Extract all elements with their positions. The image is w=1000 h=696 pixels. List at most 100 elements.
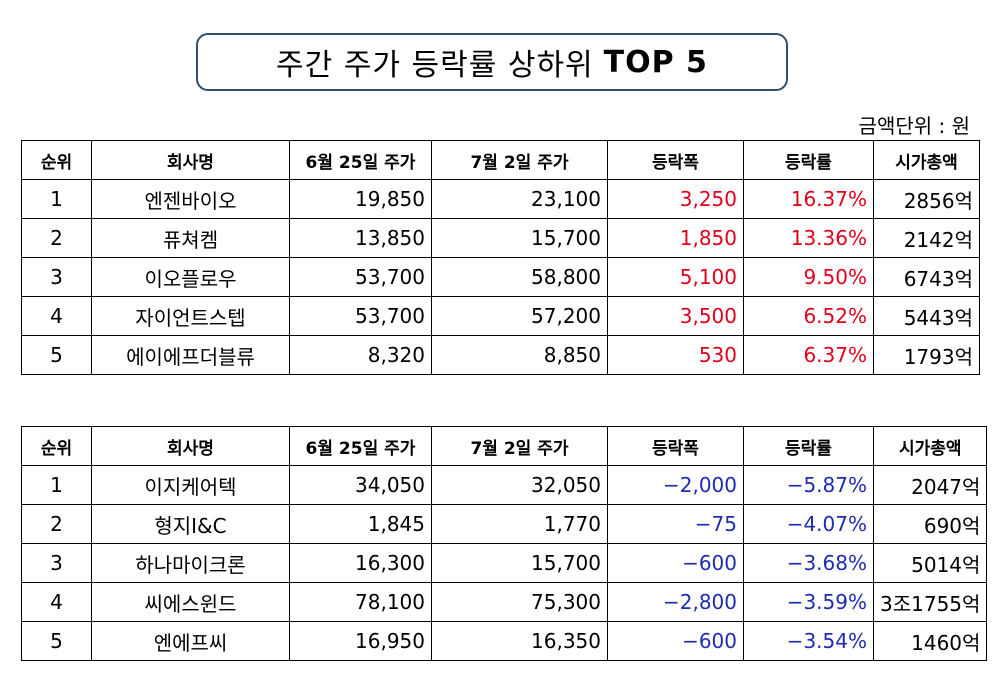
unit-label: 금액단위 : 원 [858, 114, 970, 138]
table-header-row: 순위 회사명 6월 25일 주가 7월 2일 주가 등락폭 등락률 시가총액 [21, 140, 980, 180]
change-cell: 5,100 [607, 257, 744, 297]
rate-cell: 9.50% [743, 257, 874, 297]
rate-cell: −3.59% [743, 582, 874, 622]
rate-cell: 16.37% [743, 179, 874, 219]
jul2-price-cell: 57,200 [431, 296, 608, 336]
jul2-price-cell: 1,770 [431, 504, 608, 544]
company-cell: 엔젠바이오 [91, 179, 290, 219]
rate-cell: 13.36% [743, 218, 874, 258]
header-company: 회사명 [91, 140, 290, 180]
jun25-price-cell: 19,850 [289, 179, 432, 219]
table-row: 5 에이에프더블류 8,320 8,850 530 6.37% 1793억 [21, 335, 980, 375]
jul2-price-cell: 23,100 [431, 179, 608, 219]
company-cell: 엔에프씨 [91, 621, 290, 661]
market-cap-cell: 6743억 [873, 257, 980, 297]
jun25-price-cell: 53,700 [289, 257, 432, 297]
rank-cell: 3 [21, 257, 92, 297]
change-cell: −2,000 [607, 465, 744, 505]
header-jun25-price: 6월 25일 주가 [289, 140, 432, 180]
change-cell: 1,850 [607, 218, 744, 258]
table-row: 1 이지케어텍 34,050 32,050 −2,000 −5.87% 2047억 [21, 465, 988, 505]
title-bold: TOP 5 [603, 44, 708, 80]
jul2-price-cell: 58,800 [431, 257, 608, 297]
table-row: 1 엔젠바이오 19,850 23,100 3,250 16.37% 2856억 [21, 179, 980, 219]
market-cap-cell: 2047억 [872, 465, 988, 505]
jul2-price-cell: 15,700 [431, 543, 608, 583]
header-rank: 순위 [21, 426, 92, 466]
company-cell: 씨에스윈드 [91, 582, 290, 622]
header-jul2-price: 7월 2일 주가 [431, 426, 608, 466]
header-jun25-price: 6월 25일 주가 [289, 426, 432, 466]
change-cell: 530 [607, 335, 744, 375]
jun25-price-cell: 16,950 [289, 621, 432, 661]
company-cell: 이지케어텍 [91, 465, 290, 505]
table-row: 4 씨에스윈드 78,100 75,300 −2,800 −3.59% 3조1755억 [21, 582, 988, 622]
rank-cell: 1 [21, 179, 92, 219]
rate-cell: 6.52% [743, 296, 874, 336]
market-cap-cell: 1793억 [873, 335, 980, 375]
company-cell: 에이에프더블류 [91, 335, 290, 375]
jun25-price-cell: 16,300 [289, 543, 432, 583]
change-cell: −75 [607, 504, 744, 544]
change-cell: 3,250 [607, 179, 744, 219]
header-rate: 등락률 [743, 140, 874, 180]
rank-cell: 4 [21, 582, 92, 622]
company-cell: 이오플로우 [91, 257, 290, 297]
header-jul2-price: 7월 2일 주가 [431, 140, 608, 180]
table-row: 5 엔에프씨 16,950 16,350 −600 −3.54% 1460억 [21, 621, 988, 661]
company-cell: 퓨쳐켐 [91, 218, 290, 258]
header-market-cap: 시가총액 [873, 140, 980, 180]
jul2-price-cell: 16,350 [431, 621, 608, 661]
change-cell: −600 [607, 621, 744, 661]
gainers-table: 순위 회사명 6월 25일 주가 7월 2일 주가 등락폭 등락률 시가총액 1… [21, 140, 980, 375]
jun25-price-cell: 34,050 [289, 465, 432, 505]
market-cap-cell: 1460억 [872, 621, 988, 661]
company-cell: 형지I&C [91, 504, 290, 544]
change-cell: −600 [607, 543, 744, 583]
jul2-price-cell: 32,050 [431, 465, 608, 505]
change-cell: −2,800 [607, 582, 744, 622]
jun25-price-cell: 8,320 [289, 335, 432, 375]
market-cap-cell: 690억 [872, 504, 988, 544]
header-change: 등락폭 [607, 140, 744, 180]
rate-cell: −4.07% [743, 504, 874, 544]
rate-cell: −3.68% [743, 543, 874, 583]
rank-cell: 4 [21, 296, 92, 336]
jul2-price-cell: 15,700 [431, 218, 608, 258]
company-cell: 자이언트스텝 [91, 296, 290, 336]
table-row: 2 퓨쳐켐 13,850 15,700 1,850 13.36% 2142억 [21, 218, 980, 258]
page-title: 주간 주가 등락률 상하위 TOP 5 [196, 33, 788, 91]
jun25-price-cell: 1,845 [289, 504, 432, 544]
table-row: 3 하나마이크론 16,300 15,700 −600 −3.68% 5014억 [21, 543, 988, 583]
market-cap-cell: 2856억 [873, 179, 980, 219]
rate-cell: 6.37% [743, 335, 874, 375]
header-market-cap: 시가총액 [872, 426, 988, 466]
table-row: 3 이오플로우 53,700 58,800 5,100 9.50% 6743억 [21, 257, 980, 297]
table-header-row: 순위 회사명 6월 25일 주가 7월 2일 주가 등락폭 등락률 시가총액 [21, 426, 988, 466]
market-cap-cell: 5443억 [873, 296, 980, 336]
rank-cell: 1 [21, 465, 92, 505]
rank-cell: 2 [21, 218, 92, 258]
jun25-price-cell: 78,100 [289, 582, 432, 622]
market-cap-cell: 5014억 [872, 543, 988, 583]
jul2-price-cell: 8,850 [431, 335, 608, 375]
jul2-price-cell: 75,300 [431, 582, 608, 622]
market-cap-cell: 2142억 [873, 218, 980, 258]
table-row: 4 자이언트스텝 53,700 57,200 3,500 6.52% 5443억 [21, 296, 980, 336]
header-rank: 순위 [21, 140, 92, 180]
market-cap-cell: 3조1755억 [872, 582, 988, 622]
rate-cell: −5.87% [743, 465, 874, 505]
header-company: 회사명 [91, 426, 290, 466]
change-cell: 3,500 [607, 296, 744, 336]
rank-cell: 3 [21, 543, 92, 583]
rate-cell: −3.54% [743, 621, 874, 661]
jun25-price-cell: 13,850 [289, 218, 432, 258]
rank-cell: 5 [21, 335, 92, 375]
rank-cell: 5 [21, 621, 92, 661]
rank-cell: 2 [21, 504, 92, 544]
title-main: 주간 주가 등락률 상하위 [276, 48, 594, 83]
header-rate: 등락률 [743, 426, 874, 466]
company-cell: 하나마이크론 [91, 543, 290, 583]
losers-table: 순위 회사명 6월 25일 주가 7월 2일 주가 등락폭 등락률 시가총액 1… [21, 426, 988, 661]
header-change: 등락폭 [607, 426, 744, 466]
